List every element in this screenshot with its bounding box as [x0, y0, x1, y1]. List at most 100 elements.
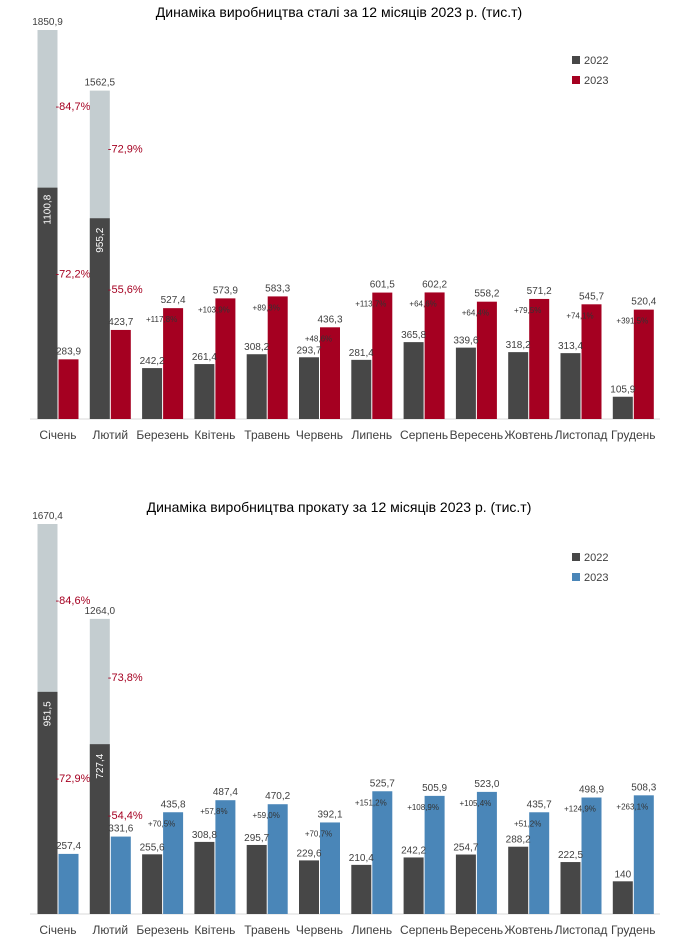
- data-label-2023: 573,9: [213, 285, 238, 296]
- data-label-2022: 313,4: [558, 341, 583, 352]
- data-label-2022: 308,8: [192, 830, 217, 841]
- category-label: Серпень: [400, 428, 448, 442]
- bar-2022: [612, 396, 633, 419]
- change-yoy: -54,4%: [108, 810, 143, 822]
- change-yoy: +64,4%: [462, 309, 489, 318]
- data-label-2023: 583,3: [265, 283, 290, 294]
- bar-2022: [246, 354, 267, 419]
- change-yoy: -72,9%: [56, 773, 91, 785]
- bar-2022: [299, 357, 319, 419]
- bar-2022: [455, 347, 476, 419]
- data-label-2022: 318,2: [506, 340, 531, 351]
- data-label-2022: 295,7: [244, 833, 269, 844]
- data-label-2022: 255,6: [140, 842, 165, 853]
- change-yoy: +117,8%: [146, 315, 177, 324]
- bar-2023: [215, 298, 236, 419]
- data-label-2023: 435,8: [161, 799, 186, 810]
- data-label-2022: 1100,8: [43, 194, 54, 224]
- category-label: Грудень: [611, 428, 656, 442]
- data-label-2022: 229,6: [296, 848, 321, 859]
- change-yoy: +70,7%: [305, 829, 332, 838]
- change-vs-prewar: -73,8%: [108, 672, 143, 684]
- change-yoy: +51,2%: [514, 819, 541, 828]
- category-label: Вересень: [450, 923, 504, 937]
- change-yoy: +89,3%: [253, 303, 280, 312]
- change-vs-prewar: -84,6%: [56, 595, 91, 607]
- data-label-2022: 955,2: [95, 227, 106, 252]
- legend-swatch: [572, 56, 580, 64]
- data-label-2023: 523,0: [474, 779, 499, 790]
- change-vs-prewar: -84,7%: [56, 101, 91, 113]
- legend-label: 2023: [584, 572, 608, 584]
- data-label-2022: 254,7: [453, 843, 478, 854]
- change-yoy: +74,1%: [566, 311, 593, 320]
- bar-2023: [267, 804, 288, 914]
- bar-2023: [581, 304, 602, 419]
- change-yoy: +113,7%: [355, 300, 386, 309]
- data-label-prewar: 1670,4: [32, 511, 63, 522]
- bar-2022: [89, 744, 110, 914]
- legend-swatch: [572, 553, 580, 561]
- steel-chart: Динаміка виробництва сталі за 12 місяців…: [0, 0, 678, 450]
- bar-2023: [58, 853, 79, 914]
- bar-2022: [403, 857, 424, 914]
- change-yoy: +151,2%: [355, 798, 387, 807]
- legend-swatch: [572, 573, 580, 581]
- data-label-prewar: 1264,0: [85, 606, 116, 617]
- change-yoy: +105,4%: [459, 799, 491, 808]
- bar-2022: [299, 860, 319, 914]
- data-label-2022: 951,5: [43, 701, 54, 726]
- data-label-2023: 423,7: [108, 317, 133, 328]
- bar-2023: [320, 822, 340, 914]
- category-label: Червень: [296, 428, 343, 442]
- category-label: Червень: [296, 923, 343, 937]
- data-label-2023: 525,7: [370, 778, 395, 789]
- category-label: Серпень: [400, 923, 448, 937]
- change-yoy: +64,6%: [409, 299, 436, 308]
- bar-2023: [163, 812, 184, 914]
- bar-2022: [560, 862, 581, 914]
- category-label: Липень: [351, 923, 392, 937]
- data-label-2022: 222,5: [558, 850, 583, 861]
- category-label: Квітень: [194, 923, 235, 937]
- data-label-2022: 261,4: [192, 352, 217, 363]
- legend-label: 2022: [584, 552, 608, 564]
- data-label-2022: 288,2: [506, 835, 531, 846]
- category-label: Січень: [39, 923, 76, 937]
- bar-2023: [476, 301, 497, 419]
- bar-2022: [37, 187, 58, 419]
- rolled-products-chart: Динаміка виробництва прокату за 12 місяц…: [0, 490, 678, 945]
- data-label-2022: 308,2: [244, 342, 269, 353]
- category-label: Листопад: [555, 923, 608, 937]
- category-label: Жовтень: [504, 923, 553, 937]
- change-yoy: -55,6%: [108, 284, 143, 296]
- data-label-2023: 435,7: [527, 799, 552, 810]
- data-label-2023: 283,9: [56, 346, 81, 357]
- bar-2023: [110, 329, 131, 419]
- bar-2023: [372, 292, 393, 419]
- change-yoy: +79,5%: [514, 306, 541, 315]
- change-yoy: +108,9%: [407, 803, 439, 812]
- change-yoy: +59,0%: [253, 811, 280, 820]
- chart-title: Динаміка виробництва прокату за 12 місяц…: [146, 499, 532, 515]
- bar-2022: [142, 854, 163, 914]
- category-label: Вересень: [450, 428, 504, 442]
- bar-2023: [372, 791, 393, 914]
- data-label-2023: 558,2: [474, 289, 499, 300]
- category-label: Березень: [136, 923, 189, 937]
- bar-2022: [246, 844, 267, 914]
- bar-2023: [581, 797, 602, 914]
- bar-2023: [633, 309, 654, 419]
- change-vs-prewar: -72,9%: [108, 144, 143, 156]
- bar-2023: [633, 795, 654, 914]
- change-yoy: +48,6%: [305, 334, 332, 343]
- bar-2023: [215, 800, 236, 914]
- data-label-2023: 392,1: [317, 809, 342, 820]
- change-yoy: +391,5%: [616, 317, 648, 326]
- bar-2022: [89, 218, 110, 419]
- bar-2023: [267, 296, 288, 419]
- data-label-2023: 331,6: [108, 824, 133, 835]
- change-yoy: +124,9%: [564, 805, 596, 814]
- bar-2023: [476, 791, 497, 914]
- bar-2022: [194, 364, 215, 419]
